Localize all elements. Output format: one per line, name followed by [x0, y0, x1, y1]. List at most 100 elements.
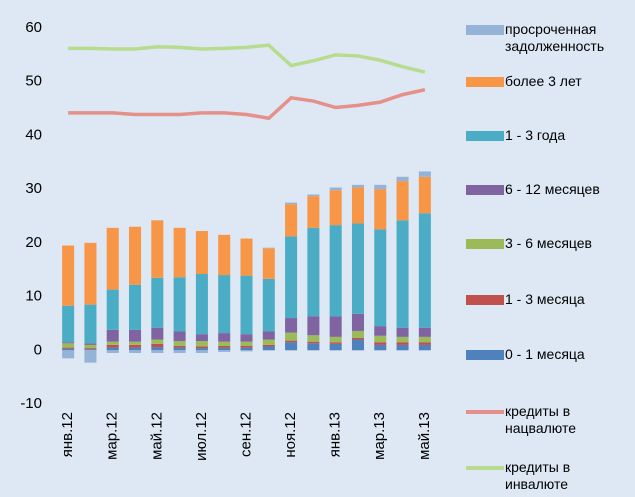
legend-label: 1 - 3 года — [505, 127, 566, 143]
line-series — [68, 88, 426, 121]
bar-segment — [418, 213, 431, 328]
bar-segment — [351, 337, 364, 340]
x-tick-label: янв.12 — [59, 412, 76, 457]
bar-segment — [351, 313, 364, 331]
bar-segment — [240, 238, 253, 276]
bar-segment — [129, 329, 142, 342]
bar-segment — [240, 345, 253, 348]
bar-segment — [307, 341, 320, 344]
bar-segment — [351, 339, 364, 351]
bar-segment — [374, 189, 387, 230]
legend-label: 6 - 12 месяцев — [505, 181, 600, 197]
bar-segment — [240, 341, 253, 346]
bar-segment — [285, 236, 298, 319]
bar-segment — [129, 350, 142, 353]
bar-segment — [84, 349, 97, 351]
bar-segment — [418, 344, 431, 351]
bar-segment — [418, 327, 431, 337]
bar-segment — [329, 336, 342, 343]
bar-segment — [307, 194, 320, 197]
bar-segment — [62, 348, 75, 351]
bar-segment — [374, 342, 387, 345]
bar-segment — [173, 331, 186, 342]
bar-segment — [351, 187, 364, 224]
x-tick-label: мар.13 — [371, 412, 388, 460]
legend-swatch — [466, 295, 504, 305]
bar-segment — [329, 190, 342, 226]
bar-segment — [396, 336, 409, 343]
bar-segment — [84, 348, 97, 350]
bar-segment — [262, 346, 275, 351]
y-tick-label: 60 — [25, 19, 42, 36]
bar-segment — [218, 341, 231, 346]
bar-segment — [173, 277, 186, 332]
bar-segment — [351, 184, 364, 188]
bar-segment — [329, 343, 342, 351]
bar-segment — [374, 184, 387, 190]
bar-segment — [374, 326, 387, 336]
bar-segment — [195, 350, 208, 353]
bar-segment — [106, 347, 119, 351]
bar-segment — [262, 331, 275, 340]
bar-segment — [285, 332, 298, 341]
bar-segment — [329, 187, 342, 191]
x-tick-label: янв.13 — [327, 412, 344, 457]
bar-segment — [396, 344, 409, 351]
y-tick-label: 20 — [25, 234, 42, 251]
bar-segment — [218, 350, 231, 352]
bar-segment — [84, 304, 97, 344]
bar-segment — [195, 274, 208, 335]
bar-segment — [195, 348, 208, 351]
y-tick-label: 30 — [25, 180, 42, 197]
bar-segment — [396, 327, 409, 337]
bar-segment — [351, 223, 364, 314]
y-tick-label: 10 — [25, 288, 42, 305]
x-tick-label: май.13 — [416, 412, 433, 460]
bar-segment — [285, 318, 298, 333]
x-tick-label: мар.12 — [104, 412, 121, 460]
y-tick-label: 0 — [34, 341, 42, 358]
bar-segment — [351, 330, 364, 338]
bar-segment — [62, 245, 75, 306]
bar-segment — [129, 284, 142, 330]
bar-segment — [374, 229, 387, 327]
bar-segment — [84, 242, 97, 305]
bar-segment — [106, 329, 119, 342]
bar-segment — [418, 171, 431, 177]
bar-segment — [329, 225, 342, 317]
bar-segment — [106, 350, 119, 353]
y-tick-label: 40 — [25, 126, 42, 143]
bar-segment — [418, 176, 431, 214]
bar-segment — [129, 344, 142, 348]
bar-segment — [106, 227, 119, 290]
x-tick-label: сен.12 — [237, 412, 254, 457]
x-tick-label: июл.12 — [193, 412, 210, 461]
bar-segment — [262, 344, 275, 347]
bar-segment — [84, 344, 97, 349]
bar-segment — [151, 339, 164, 344]
bar-segment — [285, 340, 298, 343]
bar-segment — [173, 345, 186, 348]
bar-segment — [106, 289, 119, 330]
bar-segment — [329, 316, 342, 337]
bar-segment — [151, 327, 164, 340]
legend-swatch — [466, 131, 504, 141]
bar-segment — [307, 227, 320, 317]
bar-segment — [262, 339, 275, 345]
bar-segment — [62, 347, 75, 349]
bar-segment — [129, 341, 142, 345]
legend-label: кредиты в нацвалюте — [505, 403, 577, 436]
legend-swatch — [466, 350, 504, 360]
x-tick-label: май.12 — [148, 412, 165, 460]
bar-segment — [129, 226, 142, 285]
bar-segment — [62, 350, 75, 359]
bar-segment — [195, 346, 208, 349]
bar-segment — [262, 278, 275, 332]
legend-swatch — [466, 25, 504, 35]
legend-label: 3 - 6 месяцев — [505, 235, 592, 251]
legend-swatch — [466, 185, 504, 195]
legend-label: 0 - 1 месяца — [505, 346, 585, 362]
bar-segment — [84, 350, 97, 363]
